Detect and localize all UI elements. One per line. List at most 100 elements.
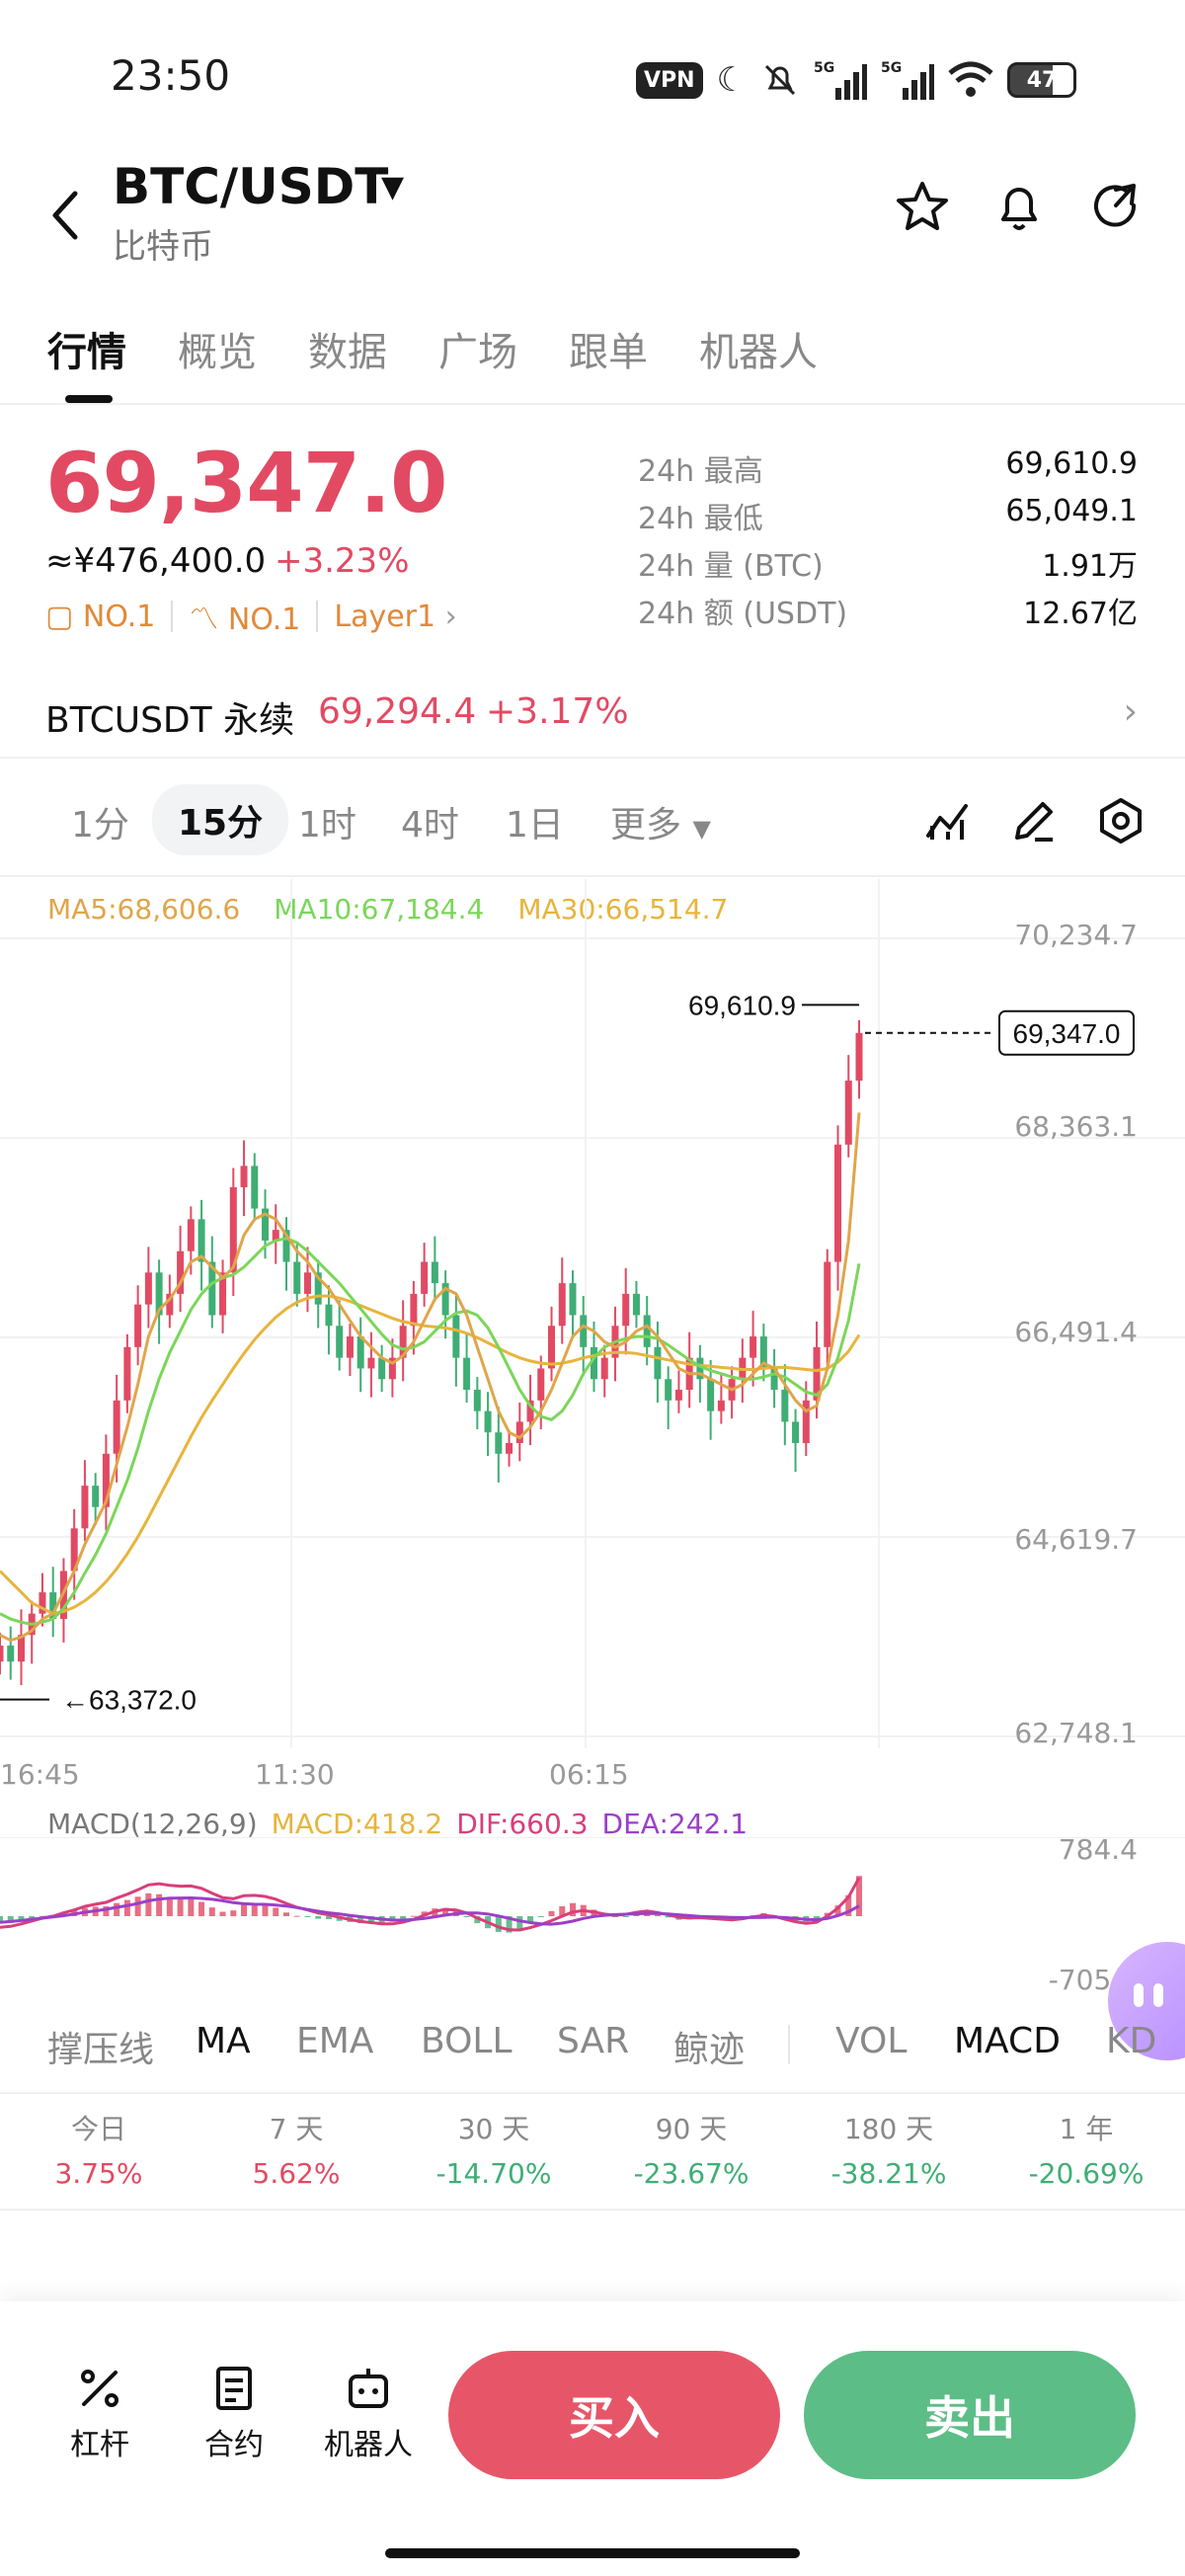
divider [788,2025,790,2064]
candle-body [707,1379,715,1411]
rank-badge-mcap[interactable]: ▢ NO.1 [45,599,156,634]
ind-ma[interactable]: MA [196,2021,251,2061]
candle-body [855,1032,863,1082]
ind-support-resistance[interactable]: 撑压线 [47,2030,155,2070]
candlestick-chart[interactable]: 69,610.9 ←63,372.0 69,347.0 [0,879,1185,1808]
vpn-icon: VPN [635,61,703,99]
macd-y-top: 784.4 [1058,1833,1138,1866]
candle-body [473,1390,481,1411]
candle-body [515,1421,523,1443]
interval-4h[interactable]: 4时 [401,805,459,845]
ind-macd[interactable]: MACD [954,2021,1061,2061]
ma30-label: MA30:66,514.7 [517,893,729,926]
interval-1d[interactable]: 1日 [506,805,564,845]
moon-icon: ☾ [716,60,747,100]
candle-body [696,1357,704,1380]
nav-leverage[interactable]: 杠杆 [45,2365,154,2463]
perf-1y: 1 年 -20.69% [1028,2113,1145,2190]
ind-sar[interactable]: SAR [557,2021,630,2061]
candle-body [155,1272,163,1316]
macd-bar [442,1907,449,1916]
y-axis-label: 70,234.7 [1014,919,1138,951]
nav-bot[interactable]: 机器人 [314,2365,423,2463]
header: BTC/USDT ▼ 比特币 [0,158,1185,286]
candle-body [134,1304,142,1347]
indicator-icon[interactable] [922,796,972,845]
robot-icon [349,2369,388,2408]
tab-square[interactable]: 广场 [438,330,517,375]
assistant-face-icon [1134,1983,1163,2007]
interval-more[interactable]: 更多 ▼ [610,805,711,845]
tab-market[interactable]: 行情 [47,330,126,375]
nav-contract[interactable]: 合约 [180,2365,288,2463]
macd-bar [304,1916,311,1917]
candle-body [177,1250,185,1294]
ind-kd[interactable]: KD [1106,2021,1157,2061]
candle-body [802,1400,810,1443]
tab-copy-trade[interactable]: 跟单 [569,330,648,375]
tab-bot[interactable]: 机器人 [699,330,818,375]
candle-body [410,1293,418,1327]
interval-15m[interactable]: 15分 [152,784,289,855]
assistant-bubble[interactable] [1108,1942,1185,2060]
macd-bar [654,1914,661,1916]
x-axis-label: 11:30 [255,1758,335,1791]
macd-bar [325,1916,332,1920]
settings-icon[interactable] [1096,796,1146,845]
perf-90d: 90 天 -23.67% [633,2113,750,2190]
perpetual-row[interactable]: BTCUSDT 永续 69,294.4 +3.17% › [0,672,1185,759]
draw-pencil-icon[interactable] [1009,796,1059,845]
perf-today: 今日 3.75% [54,2113,143,2190]
macd-bar [145,1892,152,1916]
macd-bar [834,1905,841,1916]
share-icon[interactable] [1086,178,1146,237]
candle-body [251,1166,259,1209]
ma10-line [0,1237,861,1627]
leverage-icon [81,2370,118,2407]
interval-1m[interactable]: 1分 [71,805,129,845]
back-arrow-icon[interactable] [45,186,85,245]
macd-bar [123,1899,130,1916]
macd-bar [188,1898,195,1916]
candle-body [824,1261,831,1347]
y-axis-label: 68,363.1 [1014,1110,1138,1143]
candle-body [431,1261,438,1284]
macd-bar [665,1916,672,1918]
layer-badge[interactable]: Layer1 › [334,599,457,634]
macd-bar [230,1910,237,1916]
buy-button[interactable]: 买入 [448,2351,780,2479]
sell-button[interactable]: 卖出 [804,2351,1136,2479]
star-icon[interactable] [893,178,952,237]
candle-body [81,1486,89,1529]
y-axis-label: 62,748.1 [1014,1717,1138,1749]
rank-badge-trend[interactable]: 〽 NO.1 [189,603,301,637]
macd-bar [506,1916,513,1933]
candle-body [452,1315,460,1358]
candle-body [844,1081,852,1145]
tab-data[interactable]: 数据 [308,330,387,375]
ind-ema[interactable]: EMA [296,2021,374,2061]
candle-body [113,1400,120,1454]
candle-body [506,1442,514,1454]
tab-overview[interactable]: 概览 [178,330,257,375]
ind-vol[interactable]: VOL [835,2021,908,2061]
stat-label-low: 24h 最低 [638,502,763,536]
ind-whale[interactable]: 鲸迹 [673,2030,746,2070]
candle-body [537,1368,545,1401]
price-cny: ≈¥476,400.0 [45,541,267,581]
macd-chart[interactable] [0,1837,1185,1995]
ind-boll[interactable]: BOLL [421,2021,513,2061]
candle-body [219,1272,227,1316]
bell-icon[interactable] [989,178,1049,237]
pair-title[interactable]: BTC/USDT [113,158,389,215]
candle-body [92,1486,100,1507]
perf-180d: 180 天 -38.21% [830,2113,947,2190]
status-bar: 23:50 VPN ☾ 5G 5G 47 [0,0,1185,158]
stat-label-high: 24h 最高 [638,454,763,489]
macd-bar [814,1916,821,1920]
candle-body [569,1283,577,1316]
interval-1h[interactable]: 1时 [298,805,356,845]
macd-bar [283,1912,289,1916]
bottom-action-bar: 杠杆 合约 机器人 买入 卖出 [0,2301,1185,2576]
pair-dropdown-icon[interactable]: ▼ [381,170,405,204]
